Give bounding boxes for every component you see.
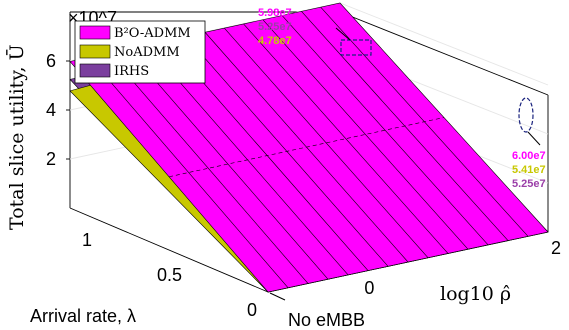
- annot-top-3: 4.78e7: [258, 35, 292, 47]
- legend-swatch: [79, 44, 111, 59]
- y-tick-label: 0: [247, 300, 257, 320]
- legend-swatch: [79, 25, 111, 40]
- annotation-top-left: 5.98e7 5.25e7 4.78e7: [258, 7, 372, 56]
- mesh-line-mid: [168, 117, 445, 178]
- x-tick-label: 2: [551, 238, 561, 258]
- legend-label: NoADMM: [114, 45, 180, 60]
- mesh-line: [108, 52, 309, 284]
- y-axis-label: Arrival rate, λ: [30, 306, 136, 326]
- legend-label: B²O-ADMM: [114, 26, 191, 41]
- annotation-ellipse-right: [518, 97, 534, 133]
- legend: B²O-ADMM NoADMM IRHS: [74, 20, 206, 84]
- annot-right-3: 5.25e7: [512, 178, 546, 190]
- annot-top-1: 5.98e7: [258, 7, 292, 19]
- tick-labels: 2 4 6 0 0.5 1 0 2: [46, 51, 561, 320]
- annotation-box-top: [340, 39, 372, 56]
- z-tick-label: 2: [46, 149, 56, 169]
- y-tick-label: 1: [82, 230, 92, 250]
- mesh-line: [262, 19, 469, 250]
- annot-top-2: 5.25e7: [258, 21, 292, 33]
- x-tick-label: 0: [364, 278, 374, 298]
- legend-label: IRHS: [114, 64, 149, 79]
- y-tick-label: 0.5: [157, 265, 182, 285]
- legend-swatch: [79, 63, 111, 78]
- no-embb-label: No eMBB: [288, 310, 365, 330]
- z-tick-label: 4: [46, 100, 56, 120]
- x-axis-label: log10 ρ̂: [440, 283, 511, 305]
- no-embb-arrow: [269, 292, 286, 301]
- mesh-line: [127, 48, 329, 280]
- mesh-line: [224, 27, 429, 258]
- mesh-line: [89, 57, 289, 288]
- mesh-line: [243, 23, 449, 254]
- z-tick-label: 6: [46, 51, 56, 71]
- annot-right-1: 6.00e7: [512, 150, 546, 162]
- annotation-arrow-right: [527, 131, 541, 146]
- mesh-line: [281, 15, 489, 246]
- annot-right-2: 5.41e7: [512, 164, 546, 176]
- annotation-arrow-top: [335, 27, 351, 41]
- annotation-right: 6.00e7 5.41e7 5.25e7: [512, 97, 546, 190]
- z-axis-label: Total slice utility, Ū: [5, 44, 28, 230]
